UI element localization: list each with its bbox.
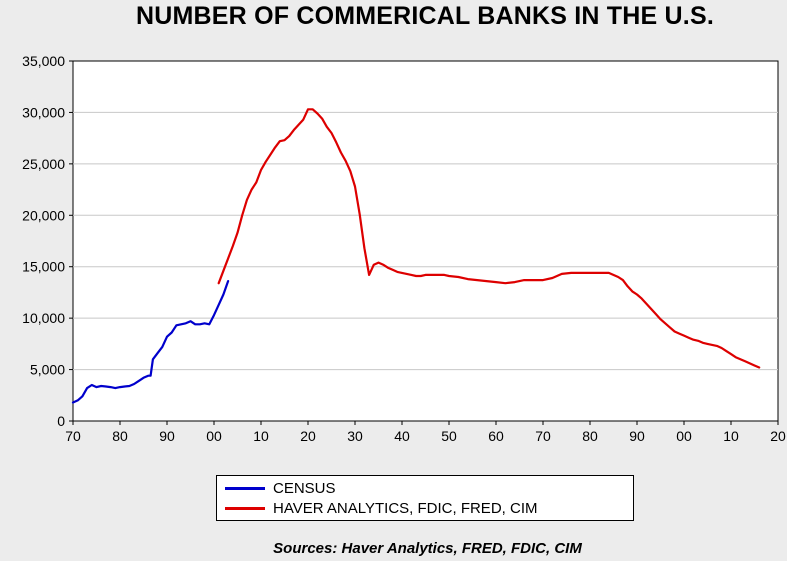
y-tick-label: 0: [57, 413, 65, 429]
x-tick-label: 90: [159, 428, 175, 444]
source-note: Sources: Haver Analytics, FRED, FDIC, CI…: [273, 540, 582, 557]
x-tick-label: 70: [535, 428, 551, 444]
x-tick-label: 00: [676, 428, 692, 444]
x-tick-label: 80: [582, 428, 598, 444]
legend-swatch-census: [225, 486, 265, 490]
y-tick-label: 15,000: [22, 259, 65, 275]
series-line-census: [71, 280, 230, 404]
x-tick-label: 80: [112, 428, 128, 444]
x-tick-label: 70: [65, 428, 81, 444]
x-tick-label: 00: [206, 428, 222, 444]
x-axis-ticks: 70 80 90 00 10 20 30 40 50 60 70 80 90 00 10 20: [65, 421, 786, 444]
legend-item-haver: HAVER ANALYTICS, FDIC, FRED, CIM: [225, 499, 537, 517]
x-tick-label: 60: [488, 428, 504, 444]
y-tick-label: 10,000: [22, 310, 65, 326]
legend: CENSUS HAVER ANALYTICS, FDIC, FRED, CIM: [216, 475, 634, 521]
series-line-haver: [217, 108, 761, 369]
y-tick-label: 5,000: [30, 362, 65, 378]
series-lines: [71, 108, 761, 404]
x-tick-label: 30: [347, 428, 363, 444]
x-tick-label: 10: [723, 428, 739, 444]
legend-item-census: CENSUS: [225, 479, 336, 497]
y-tick-label: 25,000: [22, 156, 65, 172]
x-tick-label: 90: [629, 428, 645, 444]
x-tick-label: 40: [394, 428, 410, 444]
chart-title: NUMBER OF COMMERICAL BANKS IN THE U.S.: [136, 2, 714, 30]
y-tick-label: 20,000: [22, 207, 65, 223]
legend-label-census: CENSUS: [273, 479, 336, 497]
y-axis-ticks: 0 5,000 10,000 15,000 20,000 25,000 30,000 35,0…: [22, 53, 73, 429]
y-tick-label: 30,000: [22, 104, 65, 120]
grid-lines: [73, 111, 778, 371]
x-tick-label: 10: [253, 428, 269, 444]
legend-label-haver: HAVER ANALYTICS, FDIC, FRED, CIM: [273, 499, 538, 517]
x-tick-label: 50: [441, 428, 457, 444]
x-tick-label: 20: [770, 428, 786, 444]
x-tick-label: 20: [300, 428, 316, 444]
y-tick-label: 35,000: [22, 53, 65, 69]
legend-swatch-haver: [225, 506, 265, 510]
plot-area: [72, 60, 779, 422]
